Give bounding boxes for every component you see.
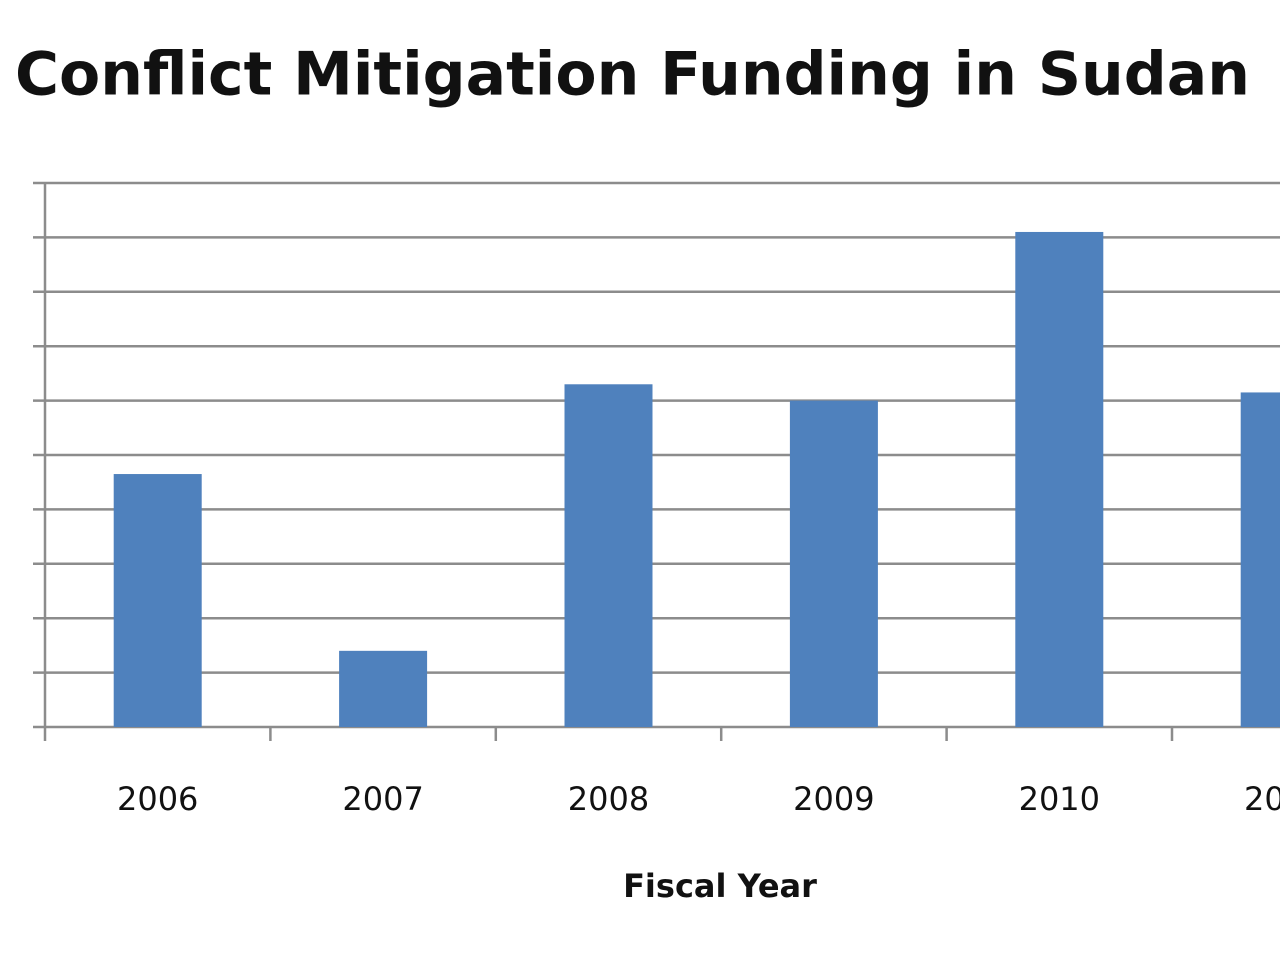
bar: [339, 650, 428, 727]
x-tick-label: 2008: [568, 780, 649, 818]
x-tick-label: 2011: [1244, 780, 1280, 818]
bar: [1240, 392, 1280, 727]
x-tick-label: 2010: [1019, 780, 1100, 818]
bar: [564, 384, 653, 727]
bar: [113, 474, 202, 727]
bar: [789, 400, 878, 727]
x-axis-title: Fiscal Year: [623, 867, 817, 905]
x-tick-label: 2009: [793, 780, 874, 818]
x-tick-label: 2006: [117, 780, 198, 818]
x-tick-label: 2007: [342, 780, 423, 818]
chart-title: Conflict Mitigation Funding in Sudan: [15, 40, 1250, 110]
bar: [1015, 231, 1104, 727]
